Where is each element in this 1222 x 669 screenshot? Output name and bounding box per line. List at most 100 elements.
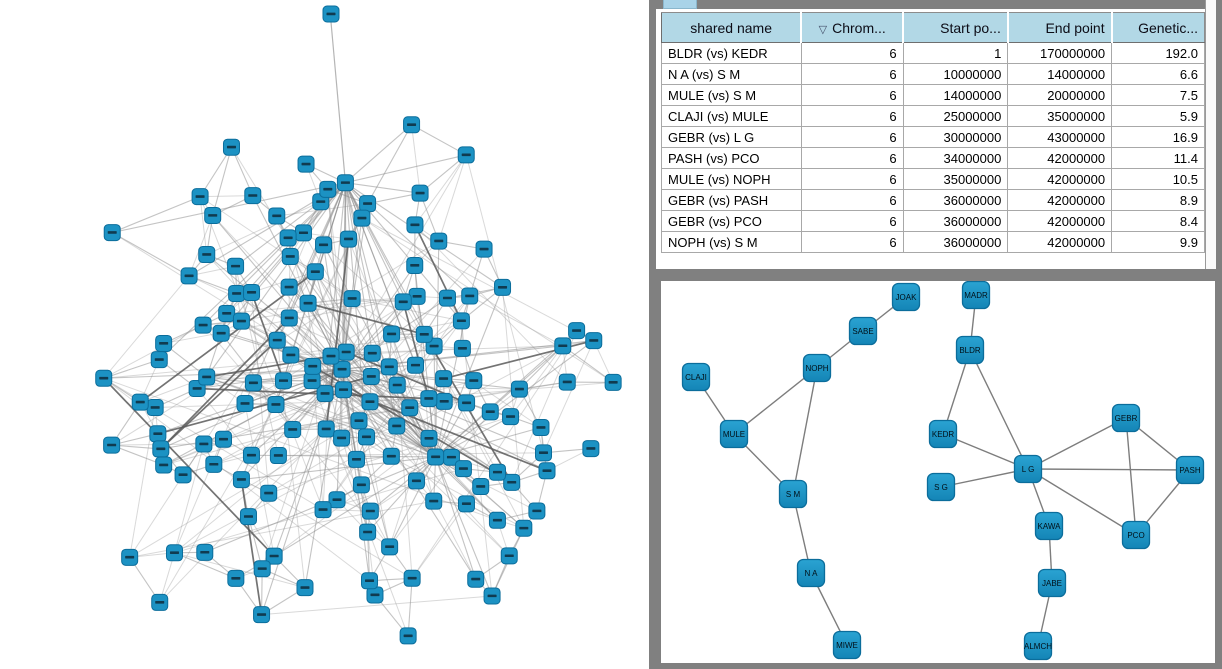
network-node-l-g[interactable]: L G [1013, 454, 1043, 484]
network-node[interactable] [425, 492, 443, 510]
network-node[interactable] [532, 419, 550, 437]
table-cell[interactable]: 170000000 [1007, 42, 1113, 64]
table-scrollbar-track[interactable] [1205, 0, 1216, 269]
network-node[interactable] [483, 587, 501, 605]
table-cell[interactable]: PASH (vs) PCO [661, 147, 802, 169]
network-node[interactable] [420, 390, 438, 408]
network-edge[interactable] [1027, 468, 1191, 471]
column-header-chromosome[interactable]: ▽ Chrom... [800, 12, 904, 43]
table-cell[interactable]: MULE (vs) NOPH [661, 168, 802, 190]
network-node-pash[interactable]: PASH [1175, 455, 1205, 485]
network-node[interactable] [180, 267, 198, 285]
network-node[interactable] [411, 184, 429, 202]
network-node[interactable] [403, 569, 421, 587]
network-node[interactable] [535, 444, 553, 462]
table-cell[interactable]: 30000000 [902, 126, 1009, 148]
network-node[interactable] [399, 627, 417, 645]
network-node[interactable] [243, 283, 261, 301]
small-network-canvas[interactable]: JOAK MADR SABE NOPH CLAJI MULE BLDR KEDR GEBR S M… [661, 281, 1215, 663]
network-node[interactable] [582, 440, 600, 458]
network-node[interactable] [438, 289, 456, 307]
network-node[interactable] [442, 448, 460, 466]
table-cell[interactable]: 42000000 [1007, 231, 1113, 253]
table-cell[interactable]: MULE (vs) S M [661, 84, 802, 106]
network-node[interactable] [453, 339, 471, 357]
table-cell[interactable]: 20000000 [1007, 84, 1113, 106]
network-edge[interactable] [1027, 417, 1127, 470]
network-node[interactable] [282, 346, 300, 364]
network-node[interactable] [315, 236, 333, 254]
network-node-madr[interactable]: MADR [961, 281, 991, 310]
table-row[interactable]: GEBR (vs) PASH 6 36000000 42000000 8.9 [661, 189, 1205, 211]
network-node[interactable] [205, 455, 223, 473]
network-node[interactable] [319, 180, 337, 198]
table-cell[interactable]: 42000000 [1007, 168, 1113, 190]
network-node[interactable] [279, 229, 297, 247]
network-node[interactable] [406, 216, 424, 234]
network-node[interactable] [333, 429, 351, 447]
table-row[interactable]: PASH (vs) PCO 6 34000000 42000000 11.4 [661, 147, 1205, 169]
network-node[interactable] [333, 360, 351, 378]
table-row[interactable]: MULE (vs) S M 6 14000000 20000000 7.5 [661, 84, 1205, 106]
network-node[interactable] [585, 332, 603, 350]
table-cell[interactable]: GEBR (vs) L G [661, 126, 802, 148]
table-cell[interactable]: 10.5 [1111, 168, 1205, 190]
network-node[interactable] [475, 240, 493, 258]
network-node[interactable] [103, 224, 121, 242]
panel-tab[interactable] [663, 0, 697, 9]
network-node[interactable] [510, 380, 528, 398]
network-node[interactable] [294, 224, 312, 242]
column-header-end-point[interactable]: End point [1006, 12, 1113, 43]
table-cell[interactable]: N A (vs) S M [661, 63, 802, 85]
network-node[interactable] [149, 425, 167, 443]
table-cell[interactable]: 192.0 [1111, 42, 1205, 64]
network-node[interactable] [195, 435, 213, 453]
network-node[interactable] [218, 304, 236, 322]
network-node[interactable] [359, 523, 377, 541]
network-node-gebr[interactable]: GEBR [1111, 403, 1141, 433]
network-node[interactable] [401, 399, 419, 417]
network-node[interactable] [430, 232, 448, 250]
table-cell[interactable]: CLAJI (vs) MULE [661, 105, 802, 127]
network-node[interactable] [461, 287, 479, 305]
network-node[interactable] [361, 572, 379, 590]
network-node[interactable] [165, 544, 183, 562]
network-node-pco[interactable]: PCO [1121, 520, 1151, 550]
network-node[interactable] [394, 293, 412, 311]
network-node-s-m[interactable]: S M [778, 479, 808, 509]
table-row[interactable]: GEBR (vs) PCO 6 36000000 42000000 8.4 [661, 210, 1205, 232]
network-node[interactable] [174, 466, 192, 484]
table-row[interactable]: BLDR (vs) KEDR 6 1 170000000 192.0 [661, 42, 1205, 64]
network-node[interactable] [359, 195, 377, 213]
network-node-miwe[interactable]: MIWE [832, 630, 862, 660]
network-node[interactable] [435, 370, 453, 388]
network-node[interactable] [538, 462, 556, 480]
table-row[interactable]: GEBR (vs) L G 6 30000000 43000000 16.9 [661, 126, 1205, 148]
table-cell[interactable]: 10000000 [902, 63, 1009, 85]
network-edge[interactable] [969, 349, 1029, 470]
network-node[interactable] [146, 398, 164, 416]
network-node[interactable] [407, 472, 425, 490]
table-cell[interactable]: 42000000 [1007, 147, 1113, 169]
network-edge[interactable] [1027, 468, 1137, 536]
network-node[interactable] [303, 372, 321, 390]
network-node[interactable] [212, 324, 230, 342]
network-node[interactable] [348, 450, 366, 468]
network-node[interactable] [362, 368, 380, 386]
network-node[interactable] [457, 146, 475, 164]
table-cell[interactable]: 43000000 [1007, 126, 1113, 148]
network-node[interactable] [131, 393, 149, 411]
network-node[interactable] [328, 491, 346, 509]
network-node[interactable] [227, 257, 245, 275]
network-node[interactable] [388, 376, 406, 394]
network-node[interactable] [275, 372, 293, 390]
network-node[interactable] [388, 417, 406, 435]
network-edge[interactable] [942, 433, 1029, 470]
column-header-start-point[interactable]: Start po... [902, 12, 1009, 43]
network-node[interactable] [227, 569, 245, 587]
network-node[interactable] [314, 501, 332, 519]
network-node[interactable] [467, 570, 485, 588]
network-node[interactable] [236, 395, 254, 413]
network-node[interactable] [350, 412, 368, 430]
table-cell[interactable]: 6 [800, 189, 904, 211]
